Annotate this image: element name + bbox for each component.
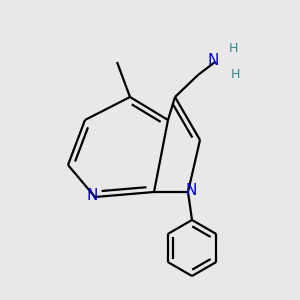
Text: H: H [229, 43, 238, 56]
Text: N: N [208, 53, 219, 68]
Text: N: N [86, 188, 98, 203]
Text: H: H [231, 68, 240, 82]
Text: N: N [185, 183, 197, 198]
